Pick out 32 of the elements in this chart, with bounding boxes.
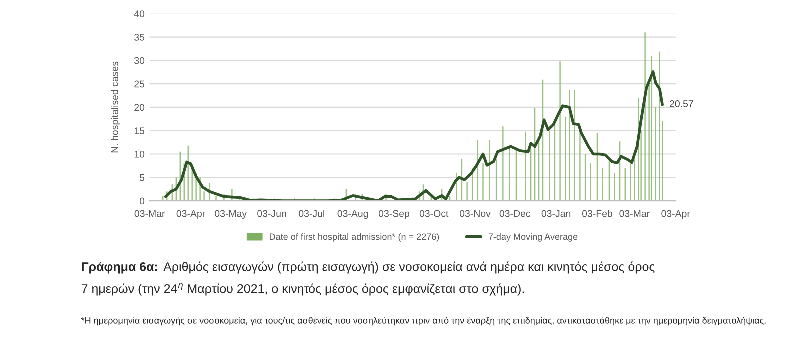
x-tick-label: 03-Sep [378, 210, 410, 220]
line-series [164, 70, 664, 202]
y-tick-label: 40 [134, 10, 145, 18]
x-tick-label: 03-Oct [420, 210, 449, 218]
legend-label: 7-day Moving Average [488, 233, 578, 242]
x-tick-label: 03-Apr [662, 210, 690, 220]
x-tick-label: 03-Jan [542, 210, 571, 218]
y-tick-label: 15 [134, 128, 145, 134]
x-tick-label: 03-Mar [134, 210, 166, 218]
y-tick-label: 35 [134, 34, 145, 41]
annotation: 20.57 [670, 100, 694, 108]
x-tick-label: 03-Mar [620, 210, 650, 218]
text: Αριθμός εισαγωγών (πρώτη εισαγωγή) σε νοσοκομεία ανά ημέρα και κινητός μέσος όρος [164, 262, 655, 274]
text: 7 ημερών (την 24$^{η}$ Μαρτίου 2021, ο κινητός μέσος όρος εμφανίζεται στο σχήμα). [82, 283, 524, 296]
x-tick-label: 03-Nov [460, 210, 491, 218]
x-tick-label: 03-Feb [582, 210, 612, 218]
text: *Η ημερομηνία εισαγωγής σε νοσοκομεία, για τους/τις ασθενείς που νοσηλεύτηκαν πριν από την έναρξη της επιδημίας, αντικαταστάθηκε με την ημερομηνία δειγματολήψιας. [81, 316, 766, 326]
x-tick-label: 03-Jun [258, 210, 286, 218]
y-tick-label: 20 [134, 104, 145, 112]
x-tick-label: 03-Apr [176, 210, 206, 220]
y-tick-label: 5 [140, 174, 145, 182]
text: Γράφημα 6α: [82, 262, 158, 274]
y-tick-label: 30 [134, 57, 145, 64]
x-tick-label: 03-Aug [338, 210, 368, 220]
legend-label: Date of first hospital admission* (n = 2276) [270, 233, 440, 242]
x-tick-label: 03-May [215, 210, 248, 220]
x-tick-label: 03-Jul [299, 210, 324, 218]
y-tick-label: 0 [140, 198, 145, 205]
y-tick-label: 25 [134, 80, 145, 88]
x-tick-label: 03-Dec [500, 210, 531, 218]
y-tick-label: 10 [134, 150, 145, 158]
y-axis-title: N. hospitalised cases [111, 62, 120, 153]
